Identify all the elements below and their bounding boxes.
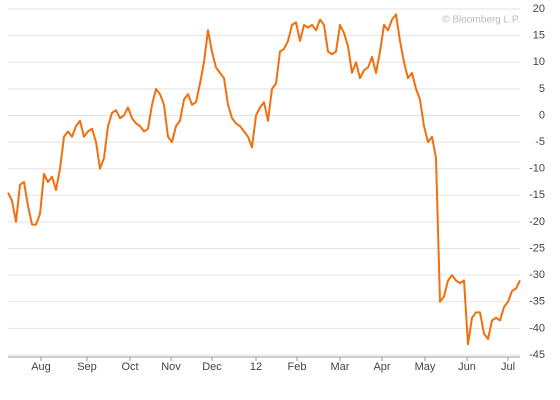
y-tick-label: -10 xyxy=(529,163,545,175)
x-tick-label: Jul xyxy=(501,361,515,373)
y-tick-label: 0 xyxy=(539,109,545,121)
y-tick-label: -15 xyxy=(529,189,545,201)
y-tick-label: -25 xyxy=(529,242,545,254)
y-tick-label: -45 xyxy=(529,349,545,361)
x-tick-label: Mar xyxy=(331,361,350,373)
copyright: © Bloomberg L.P. xyxy=(442,15,520,26)
x-tick-label: Jun xyxy=(458,361,476,373)
y-tick-label: 15 xyxy=(533,30,545,42)
x-tick-label: Nov xyxy=(161,361,181,373)
line-series xyxy=(7,13,521,346)
y-tick-label: -30 xyxy=(529,269,545,281)
x-tick-label: Dec xyxy=(202,361,222,373)
y-tick-label: -35 xyxy=(529,296,545,308)
x-tick-label: 12 xyxy=(250,361,262,373)
x-tick-label: Aug xyxy=(31,361,51,373)
y-tick-label: -5 xyxy=(535,136,545,148)
x-tick-label: Oct xyxy=(121,361,138,373)
y-tick-label: 20 xyxy=(533,3,545,15)
x-tick-label: Feb xyxy=(288,361,307,373)
x-tick-label: Apr xyxy=(373,361,390,373)
x-tick-label: May xyxy=(415,361,436,373)
y-tick-label: 10 xyxy=(533,56,545,68)
y-tick-label: 5 xyxy=(539,83,545,95)
y-tick-label: -40 xyxy=(529,322,545,334)
y-tick-label: -20 xyxy=(529,216,545,228)
x-tick-label: Sep xyxy=(77,361,97,373)
